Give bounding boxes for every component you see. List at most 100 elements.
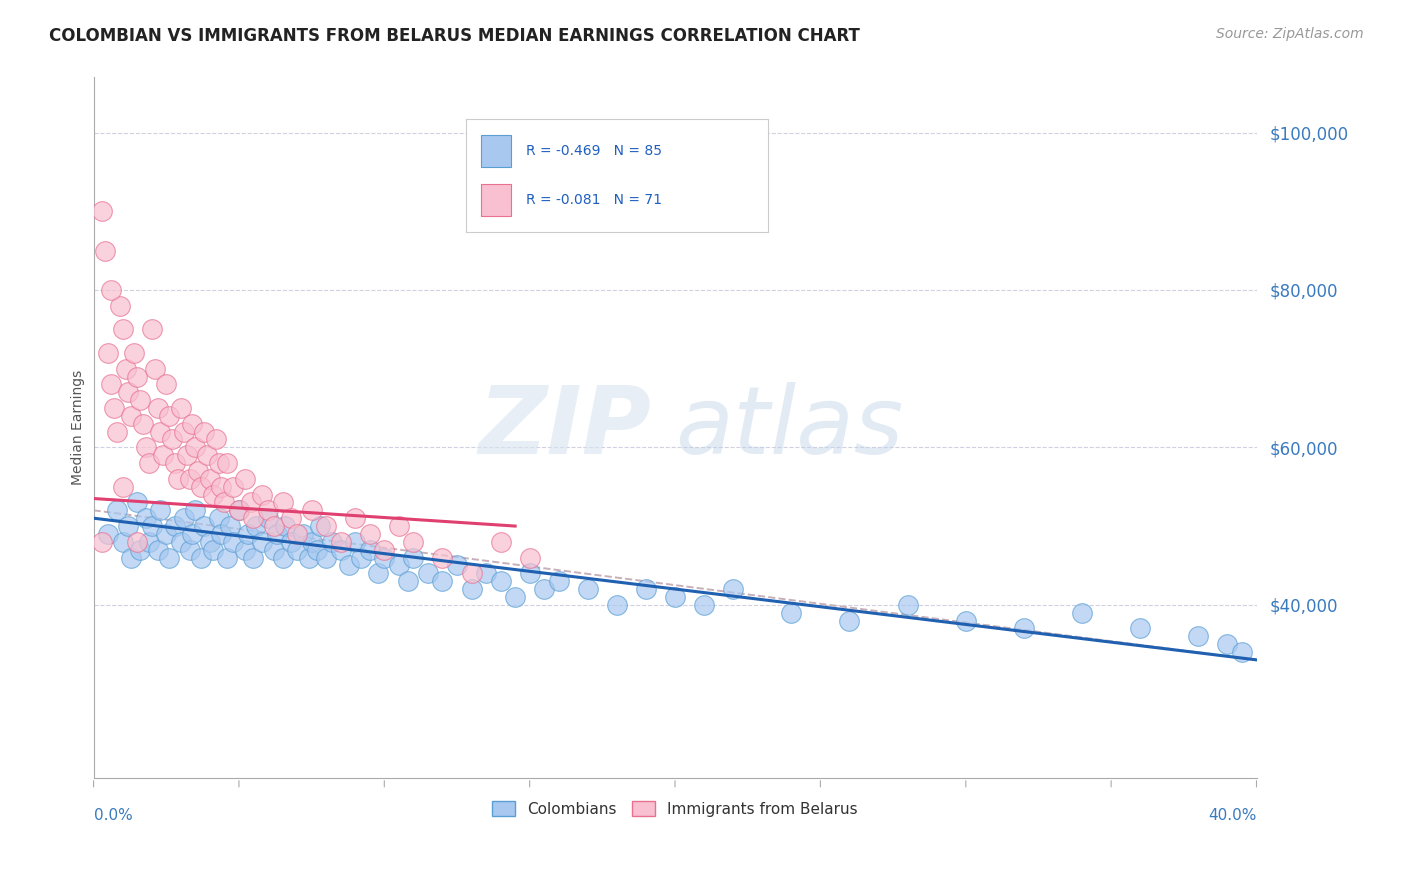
Point xyxy=(350,550,373,565)
Point xyxy=(193,519,215,533)
Point xyxy=(97,527,120,541)
Point xyxy=(190,550,212,565)
Point xyxy=(446,558,468,573)
Point xyxy=(274,519,297,533)
Point xyxy=(402,534,425,549)
Text: COLOMBIAN VS IMMIGRANTS FROM BELARUS MEDIAN EARNINGS CORRELATION CHART: COLOMBIAN VS IMMIGRANTS FROM BELARUS MED… xyxy=(49,27,860,45)
Point xyxy=(285,542,308,557)
Point xyxy=(163,519,186,533)
Point xyxy=(132,417,155,431)
Point xyxy=(217,456,239,470)
Point xyxy=(257,503,280,517)
Point xyxy=(135,441,157,455)
Point xyxy=(181,417,204,431)
Point xyxy=(163,456,186,470)
Point xyxy=(160,433,183,447)
Point xyxy=(181,527,204,541)
Point xyxy=(329,534,352,549)
Point xyxy=(222,480,245,494)
Point xyxy=(329,542,352,557)
Point xyxy=(664,590,686,604)
Point xyxy=(111,534,134,549)
Point xyxy=(388,519,411,533)
Point xyxy=(301,503,323,517)
Point xyxy=(489,574,512,589)
Point xyxy=(1071,606,1094,620)
Point xyxy=(721,582,744,596)
Point xyxy=(193,425,215,439)
Point xyxy=(170,534,193,549)
Point xyxy=(129,393,152,408)
Point xyxy=(214,495,236,509)
Point xyxy=(184,441,207,455)
Point xyxy=(184,503,207,517)
Point xyxy=(367,566,389,581)
Point xyxy=(432,574,454,589)
Point xyxy=(100,377,122,392)
Point xyxy=(547,574,569,589)
Point xyxy=(519,550,541,565)
Point xyxy=(94,244,117,258)
Point xyxy=(1216,637,1239,651)
Point xyxy=(780,606,803,620)
Point xyxy=(103,401,125,415)
Point xyxy=(138,456,160,470)
Point xyxy=(606,598,628,612)
Point xyxy=(519,566,541,581)
Point xyxy=(157,409,180,423)
Point xyxy=(475,566,498,581)
Point xyxy=(149,503,172,517)
Point xyxy=(201,542,224,557)
Point xyxy=(233,472,256,486)
Point xyxy=(373,550,395,565)
Point xyxy=(222,534,245,549)
Point xyxy=(149,425,172,439)
Point xyxy=(416,566,439,581)
Point xyxy=(120,409,142,423)
Point xyxy=(1187,629,1209,643)
Point xyxy=(634,582,657,596)
Point xyxy=(111,480,134,494)
Point xyxy=(298,550,321,565)
Point xyxy=(344,534,367,549)
Point xyxy=(211,480,233,494)
Point xyxy=(146,401,169,415)
Point xyxy=(301,534,323,549)
Point xyxy=(91,534,114,549)
Text: 0.0%: 0.0% xyxy=(94,808,132,823)
Point xyxy=(198,534,221,549)
Point xyxy=(236,527,259,541)
Point xyxy=(576,582,599,596)
Point xyxy=(250,534,273,549)
Point xyxy=(127,369,149,384)
Point xyxy=(838,614,860,628)
Point xyxy=(195,448,218,462)
Y-axis label: Median Earnings: Median Earnings xyxy=(72,370,86,485)
Point xyxy=(155,527,177,541)
Point xyxy=(207,456,229,470)
Point xyxy=(187,464,209,478)
Point xyxy=(285,527,308,541)
Point xyxy=(170,401,193,415)
Point xyxy=(1230,645,1253,659)
Point xyxy=(141,322,163,336)
Point xyxy=(198,472,221,486)
Point xyxy=(111,322,134,336)
Point xyxy=(124,346,146,360)
Point xyxy=(173,511,195,525)
Point xyxy=(307,542,329,557)
Text: ZIP: ZIP xyxy=(479,382,652,474)
Point xyxy=(152,448,174,462)
Point xyxy=(179,542,201,557)
Point xyxy=(117,385,139,400)
Point xyxy=(245,519,267,533)
Point xyxy=(263,519,285,533)
Point xyxy=(396,574,419,589)
Point xyxy=(143,361,166,376)
Point xyxy=(157,550,180,565)
Point xyxy=(233,542,256,557)
Point xyxy=(97,346,120,360)
Point xyxy=(359,542,381,557)
Point xyxy=(257,511,280,525)
Point xyxy=(344,511,367,525)
